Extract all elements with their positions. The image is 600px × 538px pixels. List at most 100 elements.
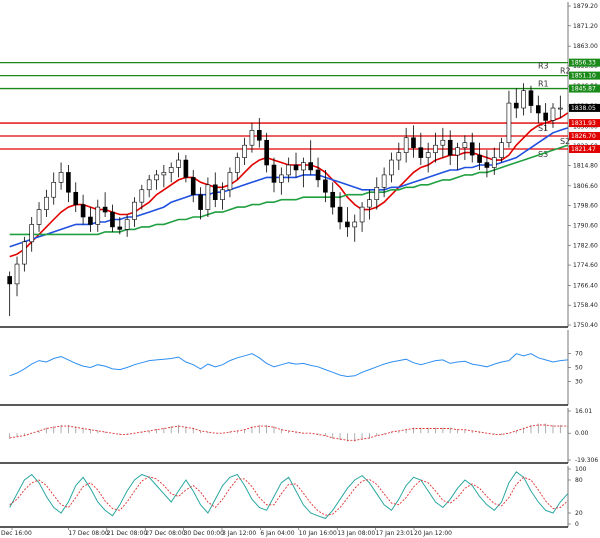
candle-body: [462, 142, 468, 148]
candle-body: [418, 147, 424, 158]
x-tick-label: 3 Jan 12:00: [222, 530, 256, 537]
candle-body: [14, 263, 20, 285]
x-tick-label: 17 Jan 23:01: [376, 530, 414, 537]
candle-body: [484, 162, 490, 168]
pane-tick-label: 70: [575, 351, 583, 358]
price-tick-label: 1790.60: [573, 222, 598, 229]
candle-body: [499, 142, 504, 158]
candle-body: [220, 189, 225, 200]
level-tag-r1: [569, 84, 600, 93]
candle-body: [36, 209, 42, 225]
candle-body: [264, 139, 269, 166]
candle-body: [411, 137, 416, 148]
x-tick-label: 27 Dec 08:00: [145, 530, 186, 537]
candle-body: [51, 182, 57, 198]
x-tick-label: 17 Dec 08:00: [68, 530, 109, 537]
candle-body: [168, 167, 174, 173]
price-tick-label: 1798.60: [573, 203, 598, 210]
candle-body: [183, 159, 189, 178]
pane-tick-label: 30: [575, 378, 583, 385]
level-tag-s2: [569, 132, 600, 141]
x-tick-label: 21 Dec 08:00: [107, 530, 148, 537]
x-tick-label: 13 Jan 08:00: [337, 530, 375, 537]
candle-body: [7, 276, 12, 285]
x-tick-label: 6 Jan 04:00: [260, 530, 294, 537]
candle-body: [345, 221, 350, 228]
candle-body: [73, 191, 79, 205]
level-tag-s1: [569, 119, 600, 128]
candle-body: [301, 162, 306, 171]
x-tick-label: 10 Jan 16:00: [299, 530, 337, 537]
current-price-label: 1838.05: [571, 105, 596, 112]
indicator-3-k-line: [9, 471, 569, 520]
price-tick-label: 1814.80: [573, 163, 598, 170]
level-name-r1: R1: [538, 80, 549, 89]
candle-body: [227, 172, 233, 191]
pane-tick-label: 50: [575, 365, 583, 372]
candle-body: [308, 162, 314, 171]
level-value-r3: 1856.33: [571, 60, 596, 67]
candle-body: [381, 174, 387, 188]
candle-body: [521, 90, 526, 109]
candle-body: [506, 102, 512, 144]
moving-average-3: [9, 144, 568, 236]
price-tick-label: 1750.40: [573, 322, 598, 329]
candle-body: [198, 194, 203, 210]
level-name-s2: S2: [560, 137, 570, 146]
candle-body: [543, 112, 548, 121]
level-tag-r3: [569, 58, 600, 67]
price-tick-label: 1806.60: [573, 183, 598, 190]
candle-body: [102, 206, 108, 213]
candle-body: [286, 164, 291, 176]
candle-body: [535, 105, 541, 114]
level-name-s1: S1: [538, 124, 548, 133]
pane-tick-label: -19.306: [575, 457, 598, 464]
candle-body: [513, 102, 519, 109]
candle-body: [337, 206, 343, 223]
level-value-s1: 1831.93: [571, 120, 596, 127]
candle-body: [242, 144, 247, 158]
candle-body: [440, 139, 446, 146]
candle-body: [455, 147, 460, 156]
candle-body: [477, 154, 482, 163]
x-tick-label: 30 Dec 00:00: [184, 530, 225, 537]
candle-body: [323, 179, 328, 193]
level-value-r2: 1851.10: [571, 73, 596, 80]
candle-body: [22, 241, 27, 265]
candle-body: [330, 191, 336, 208]
level-tag-r2: [569, 71, 600, 80]
price-tick-label: 1758.40: [573, 302, 598, 309]
pane-tick-label: 0: [575, 521, 579, 528]
candle-body: [234, 157, 240, 173]
price-pane: 1879.201871.201863.001855.001846.801838.…: [0, 2, 600, 329]
candle-body: [293, 164, 299, 171]
candle-body: [212, 184, 218, 200]
candle-body: [279, 174, 284, 183]
candle-body: [139, 189, 145, 203]
candle-body: [403, 137, 409, 153]
candle-body: [44, 196, 49, 210]
candle-body: [352, 221, 358, 228]
price-tick-label: 1871.20: [573, 23, 598, 30]
level-name-r3: R3: [538, 62, 549, 71]
level-tag-s3: [569, 144, 600, 153]
level-value-r1: 1845.87: [571, 86, 596, 93]
candle-body: [256, 130, 262, 141]
candle-body: [491, 157, 497, 168]
pane-tick-label: 100: [575, 466, 587, 473]
level-value-s2: 1826.70: [571, 133, 596, 140]
candle-body: [271, 164, 277, 183]
price-tick-label: 1774.60: [573, 262, 598, 269]
price-tick-label: 1863.00: [573, 43, 598, 50]
candle-body: [374, 186, 380, 200]
indicator-1-pane: 70 50 30: [0, 330, 583, 406]
pane-tick-label: 0.00: [575, 430, 589, 437]
candle-body: [389, 159, 394, 176]
candle-body: [528, 90, 534, 106]
pane-tick-label: 16.01: [575, 408, 592, 415]
price-tick-label: 1879.20: [573, 3, 598, 10]
candle-body: [154, 174, 159, 181]
x-tick-label: 20 Jan 12:00: [414, 530, 452, 537]
